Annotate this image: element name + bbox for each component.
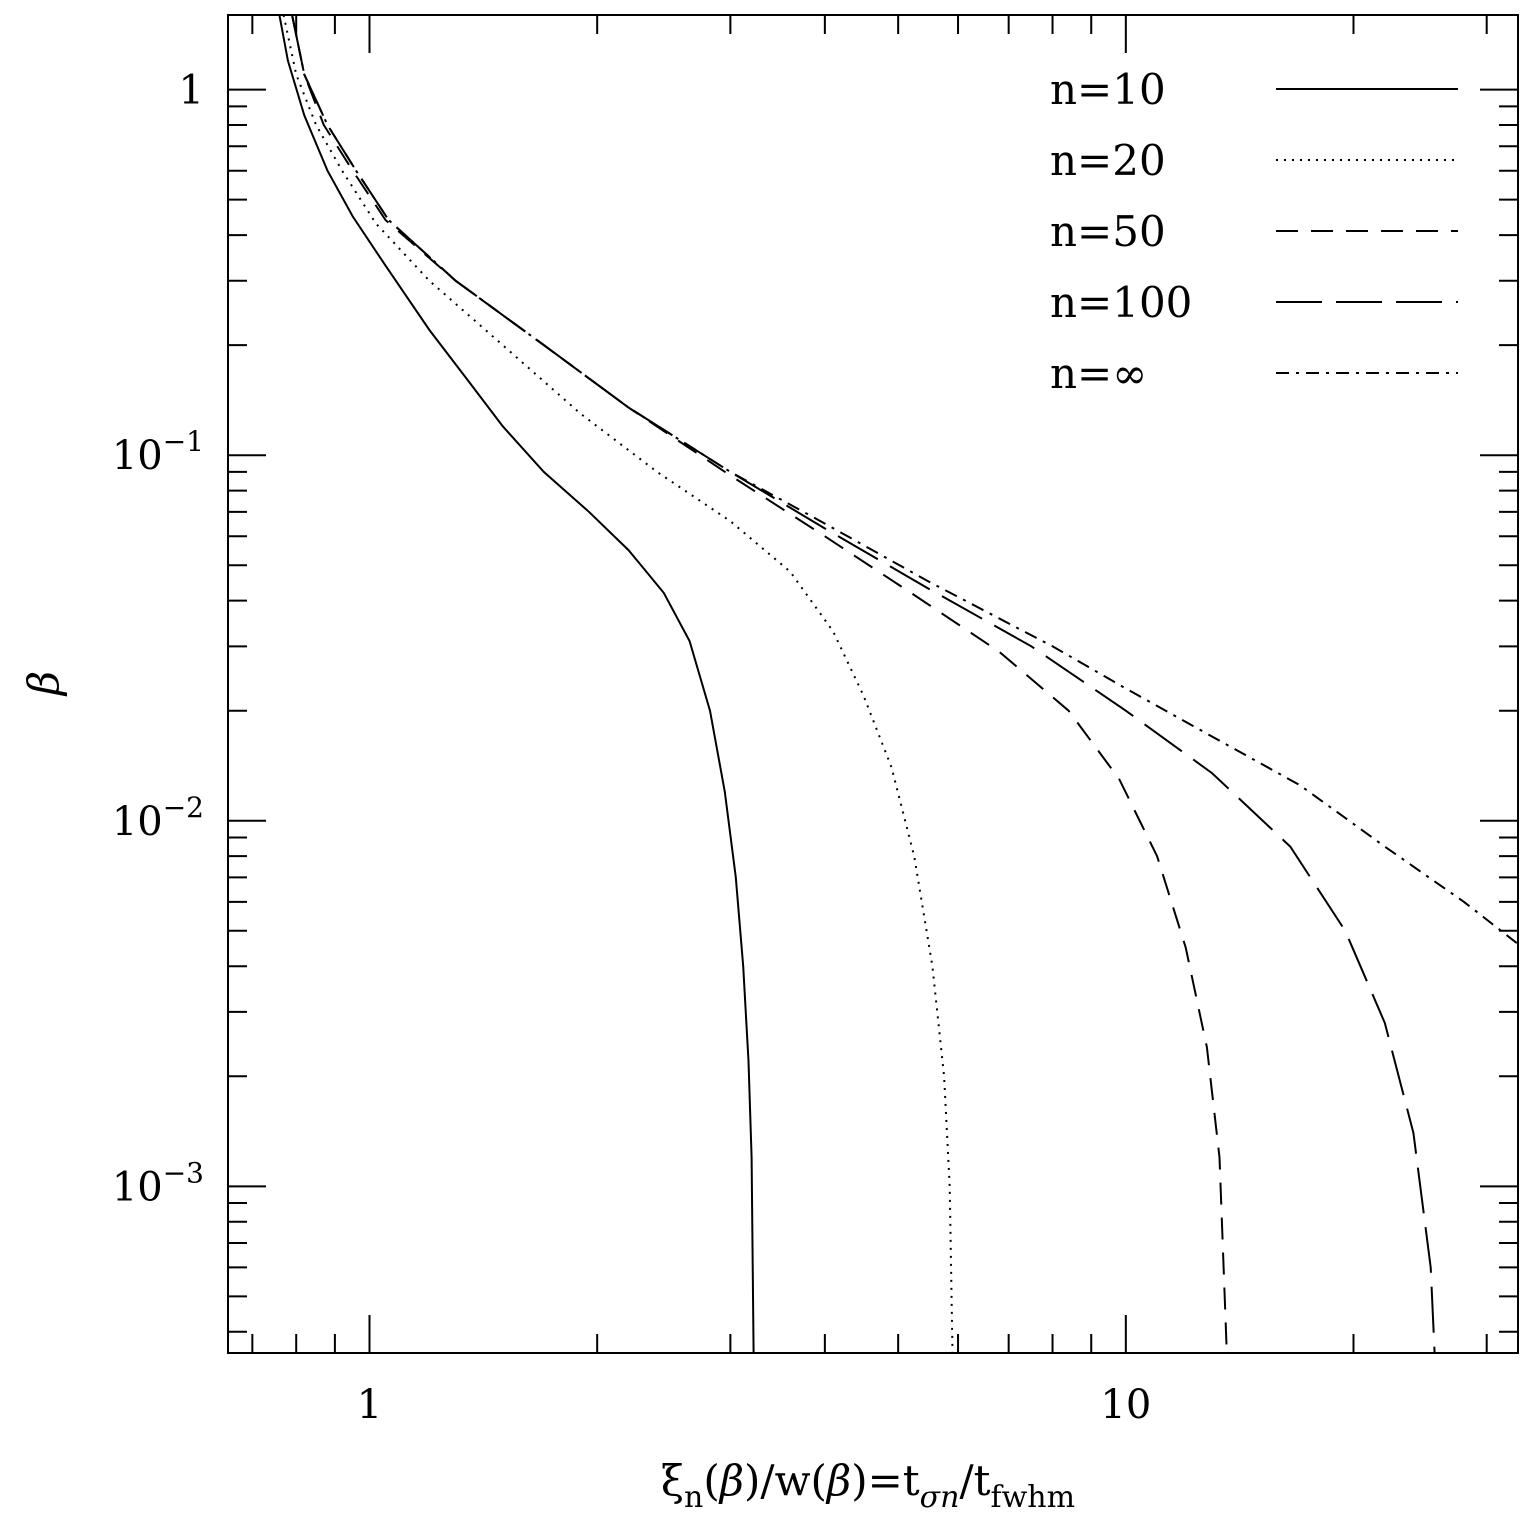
- series-line-4: [291, 15, 1518, 945]
- x-axis-title: ξn(β)/w(β)=tσn/tfwhm: [661, 1456, 1075, 1514]
- legend-label-3: n=100: [1050, 278, 1192, 327]
- legend-label-2: n=50: [1050, 207, 1166, 256]
- ticks: [228, 15, 1518, 1353]
- series-line-2: [291, 15, 1228, 1353]
- x-tick-label: 1: [357, 1382, 382, 1428]
- legend-label-4: n=∞: [1050, 349, 1147, 398]
- plot-frame: [227, 14, 1519, 1354]
- y-tick-label: 10−2: [112, 791, 204, 845]
- y-tick-label: 1: [179, 68, 204, 114]
- legend-label-1: n=20: [1050, 136, 1166, 185]
- series-lines: [278, 15, 1518, 1353]
- series-line-0: [278, 15, 755, 1353]
- y-axis-title: β: [19, 671, 68, 697]
- legend: n=10 n=20 n=50 n=100 n=∞: [1050, 65, 1458, 398]
- series-line-3: [291, 15, 1436, 1353]
- y-tick-label: 10−1: [112, 425, 204, 479]
- x-tick-label: 10: [1100, 1382, 1151, 1428]
- series-line-1: [282, 15, 954, 1353]
- tick-labels: 1 10 1 10−1 10−2 10−3: [112, 68, 1151, 1428]
- legend-label-0: n=10: [1050, 65, 1166, 114]
- y-tick-label: 10−3: [112, 1156, 204, 1210]
